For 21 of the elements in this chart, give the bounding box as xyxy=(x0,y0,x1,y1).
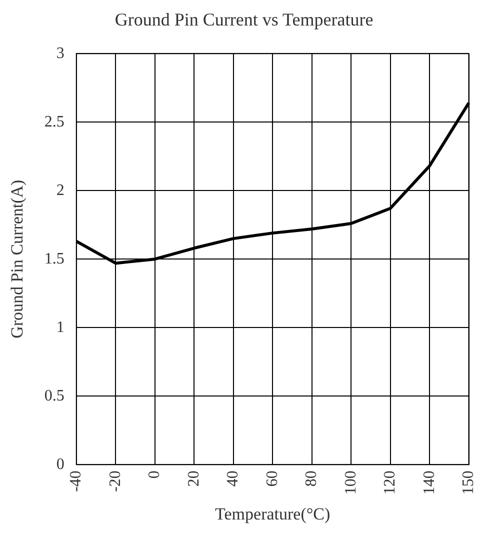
chart-title: Ground Pin Current vs Temperature xyxy=(114,10,374,30)
x-tick-label: -40 xyxy=(68,470,85,492)
y-axis-title: Ground Pin Current(A) xyxy=(8,180,27,338)
x-tick-label: 60 xyxy=(264,470,281,487)
x-tick-label: 0 xyxy=(146,470,164,479)
y-tick-label: 3 xyxy=(56,44,64,62)
y-tick-label: 2 xyxy=(56,182,64,199)
y-tick-label: 1 xyxy=(56,318,64,336)
x-tick-label: 100 xyxy=(342,470,360,495)
y-tick-label: 0 xyxy=(56,456,64,473)
x-tick-label: 80 xyxy=(303,470,320,487)
x-tick-label: -20 xyxy=(106,470,124,492)
y-tick-label: 2.5 xyxy=(44,113,64,130)
x-tick-label: 150 xyxy=(460,470,478,495)
x-axis-title: Temperature(°C) xyxy=(215,504,330,524)
y-tick-label: 0.5 xyxy=(44,387,64,404)
x-tick-label: 120 xyxy=(382,470,399,495)
x-tick-label: 20 xyxy=(185,470,202,487)
x-tick-label: 40 xyxy=(224,470,242,487)
x-tick-label: 140 xyxy=(420,470,438,495)
y-tick-label: 1.5 xyxy=(44,250,64,268)
